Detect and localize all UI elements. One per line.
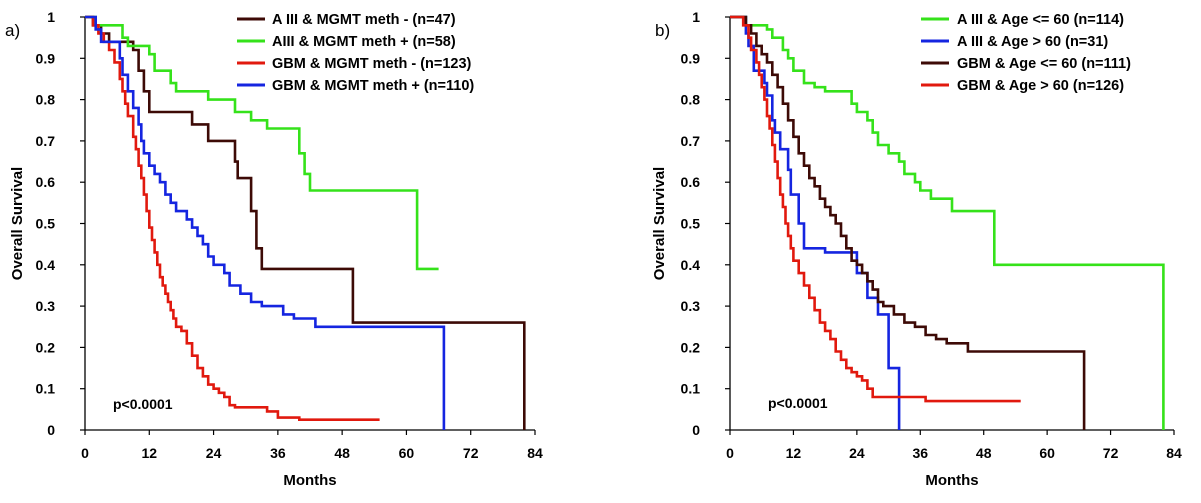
legend-label: AIII & MGMT meth + (n=58) — [272, 34, 456, 50]
legend-label: A III & MGMT meth - (n=47) — [272, 12, 456, 28]
legend: A III & MGMT meth - (n=47) AIII & MGMT me… — [237, 12, 474, 94]
panel-label: a) — [5, 21, 20, 40]
x-tick-label: 0 — [726, 445, 734, 461]
x-axis-title: Months — [925, 472, 978, 489]
y-tick-label: 0.2 — [36, 339, 56, 355]
x-tick-label: 60 — [1039, 445, 1055, 461]
legend-label: GBM & MGMT meth + (n=110) — [272, 78, 474, 94]
x-tick-label: 72 — [1103, 445, 1119, 461]
legend-label: A III & Age <= 60 (n=114) — [957, 12, 1124, 28]
series-line-3 — [85, 15, 380, 421]
panel-label: b) — [655, 21, 670, 40]
chart-panel-1: 0 0.1 0.2 0.3 0.4 0.5 0.6 0.7 0.8 0.9 1 0 12 24 36 48 60… — [5, 9, 543, 489]
y-tick-label: 0.8 — [681, 92, 701, 108]
x-tick-label: 0 — [81, 445, 89, 461]
x-tick-label: 84 — [1166, 445, 1182, 461]
x-tick-label: 72 — [463, 445, 479, 461]
y-tick-label: 0.1 — [36, 381, 56, 397]
x-tick-label: 24 — [849, 445, 865, 461]
y-tick-label: 0 — [47, 422, 55, 438]
legend-label: GBM & MGMT meth - (n=123) — [272, 56, 472, 72]
y-tick-label: 0.7 — [681, 133, 701, 149]
series-line-1 — [730, 15, 1165, 430]
y-tick-label: 0.7 — [36, 133, 56, 149]
y-tick-label: 0.1 — [681, 381, 701, 397]
x-tick-label: 48 — [334, 445, 350, 461]
y-tick-label: 1 — [47, 9, 55, 25]
x-tick-label: 12 — [786, 445, 802, 461]
series-line-1 — [85, 15, 526, 430]
y-tick-label: 1 — [692, 9, 700, 25]
legend-label: GBM & Age > 60 (n=126) — [957, 78, 1124, 94]
legend-label: GBM & Age <= 60 (n=111) — [957, 56, 1131, 72]
y-tick-label: 0.9 — [36, 50, 56, 66]
y-tick-label: 0.3 — [681, 298, 701, 314]
x-tick-label: 84 — [527, 445, 543, 461]
legend-label: A III & Age > 60 (n=31) — [957, 34, 1108, 50]
x-tick-label: 12 — [141, 445, 157, 461]
y-tick-label: 0.8 — [36, 92, 56, 108]
x-tick-label: 36 — [912, 445, 928, 461]
y-tick-label: 0.4 — [36, 257, 56, 273]
x-axis-title: Months — [283, 472, 336, 489]
x-tick-label: 36 — [270, 445, 286, 461]
series-line-2 — [730, 15, 901, 430]
p-value-annotation: p<0.0001 — [768, 395, 828, 411]
y-tick-label: 0.2 — [681, 339, 701, 355]
series-line-4 — [730, 15, 1021, 403]
series-line-4 — [85, 15, 446, 430]
x-tick-label: 48 — [976, 445, 992, 461]
y-tick-label: 0.4 — [681, 257, 701, 273]
x-tick-label: 60 — [399, 445, 415, 461]
x-tick-label: 24 — [206, 445, 222, 461]
y-tick-label: 0.6 — [36, 174, 56, 190]
legend: A III & Age <= 60 (n=114) A III & Age > 6… — [921, 12, 1131, 94]
y-axis-title: Overall Survival — [651, 167, 668, 280]
series-line-2 — [85, 15, 439, 271]
chart-panel-2: 0 0.1 0.2 0.3 0.4 0.5 0.6 0.7 0.8 0.9 1 0 12 24 36 48 60… — [651, 9, 1182, 489]
y-tick-label: 0 — [692, 422, 700, 438]
y-tick-label: 0.6 — [681, 174, 701, 190]
y-tick-label: 0.5 — [36, 216, 56, 232]
y-tick-label: 0.5 — [681, 216, 701, 232]
series-line-3 — [730, 15, 1086, 430]
p-value-annotation: p<0.0001 — [113, 396, 173, 412]
y-tick-label: 0.3 — [36, 298, 56, 314]
y-axis-title: Overall Survival — [9, 167, 26, 280]
y-tick-label: 0.9 — [681, 50, 701, 66]
